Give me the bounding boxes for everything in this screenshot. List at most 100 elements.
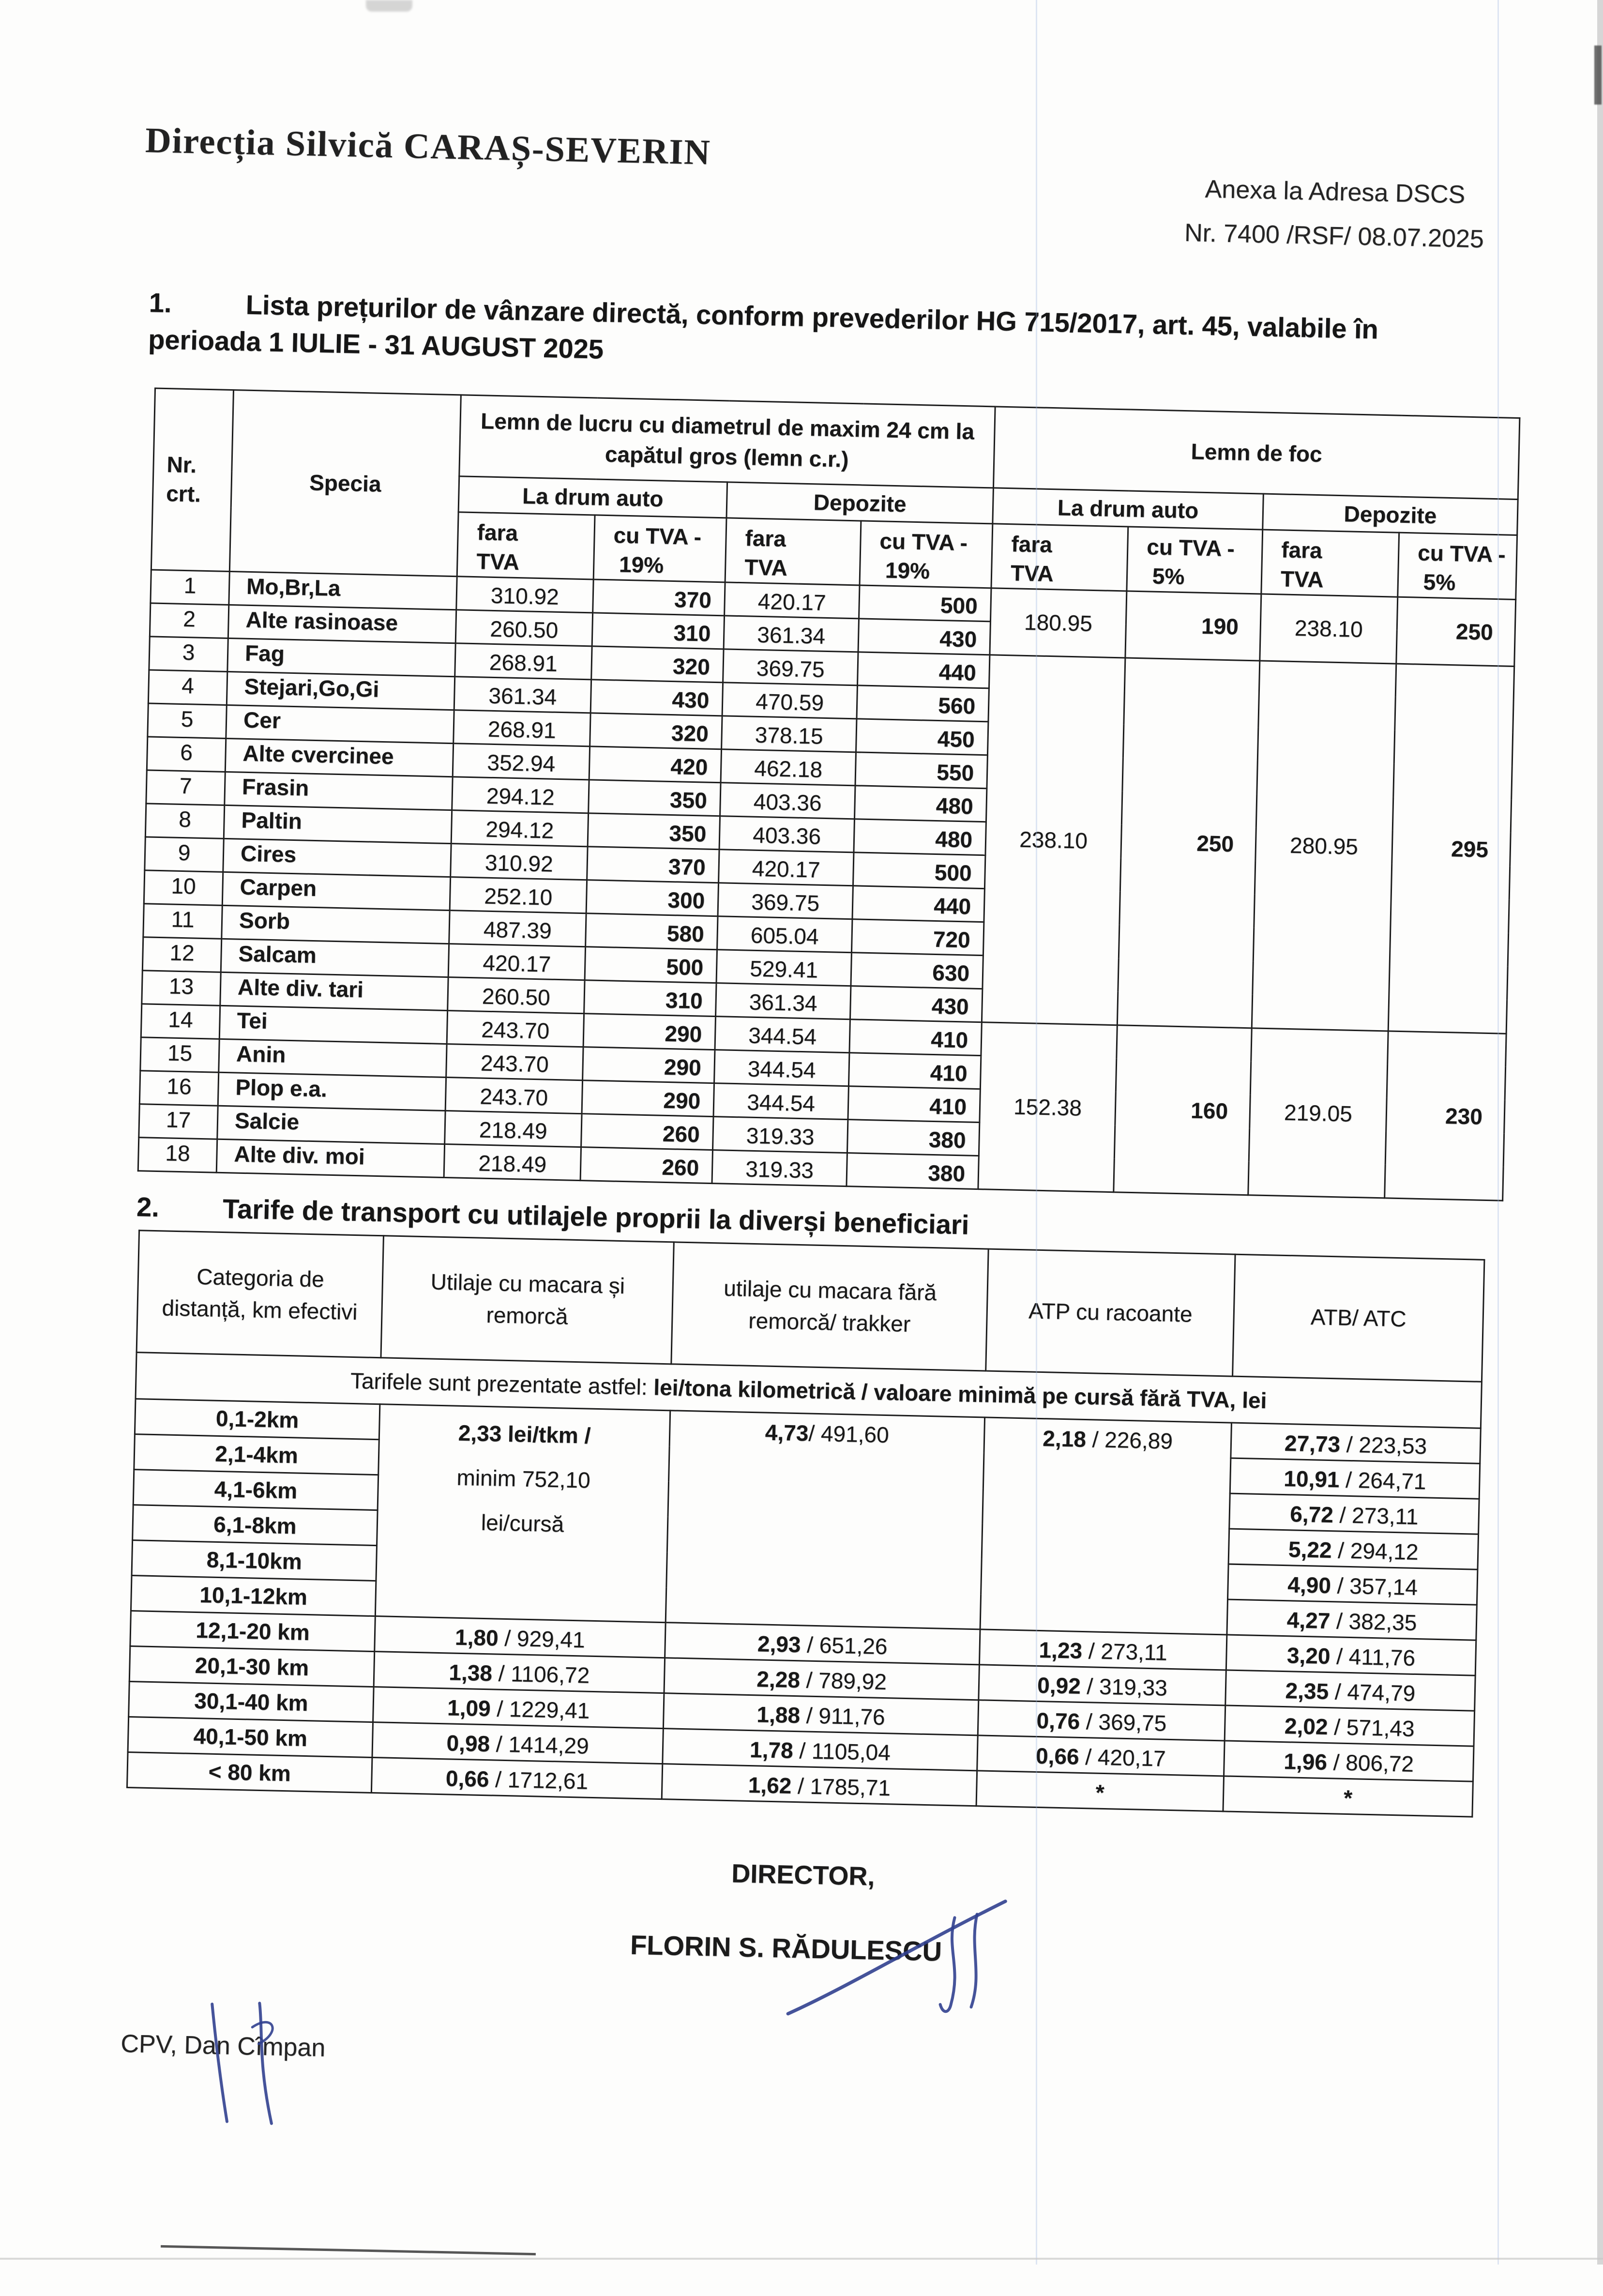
section2-title: Tarife de transport cu utilajele proprii… — [222, 1193, 969, 1240]
t1-specia-cell: Carpen — [222, 871, 451, 911]
t1-price-cell: 380 — [847, 1119, 980, 1156]
t1-price-cell: 420.17 — [718, 849, 854, 886]
scan-bottom-edge — [0, 2258, 1603, 2260]
t1-price-cell: 580 — [585, 913, 718, 950]
t1-price-cell: 470.59 — [722, 682, 858, 719]
t2-dist-cell: 4,1-6km — [133, 1469, 378, 1510]
t1-price-cell: 290 — [582, 1080, 714, 1117]
t2-dist-cell: 6,1-8km — [132, 1505, 378, 1546]
t1-header-cu-tva-5: cu TVA - 5% — [1397, 532, 1517, 600]
t1-price-cell: 344.54 — [713, 1083, 849, 1120]
t1-price-cell: 320 — [590, 713, 723, 749]
t2-value-cell: 1,38 / 1106,72 — [374, 1651, 665, 1693]
t1-header-depozite: Depozite — [726, 482, 994, 524]
t1-foc-merged-cell: 238.10 — [982, 654, 1125, 1025]
scan-edge-mark — [1594, 46, 1602, 105]
t1-specia-cell: Cires — [223, 838, 452, 877]
t1-price-cell: 403.36 — [720, 782, 856, 819]
t1-specia-cell: Stejari,Go,Gi — [227, 671, 455, 710]
t1-header-fara-tva: fara TVA — [457, 512, 595, 579]
t1-specia-cell: Salcie — [217, 1105, 446, 1144]
t1-specia-cell: Alte rasinoase — [228, 605, 456, 643]
t1-header-row-groups: Nr. crt. Specia Lemn de lucru cu diametr… — [151, 388, 1520, 577]
t1-price-cell: 290 — [582, 1047, 715, 1083]
t2-header-macara-fara-remorca: utilaje cu macara fără remorcă/ trakker — [671, 1242, 989, 1371]
t1-price-cell: 352.94 — [453, 743, 590, 780]
t1-price-cell: 410 — [848, 1052, 981, 1089]
t1-nr-cell: 17 — [138, 1104, 218, 1139]
t2-value-cell: 1,78 / 1105,04 — [662, 1728, 978, 1771]
t2-merged-macara-remorca: 2,33 lei/tkm / minim 752,10 lei/cursă — [375, 1404, 670, 1623]
t1-price-cell: 420 — [589, 746, 722, 783]
t1-nr-cell: 3 — [149, 636, 228, 672]
t1-price-cell: 500 — [853, 852, 985, 889]
t1-foc-merged-cell: 152.38 — [978, 1022, 1118, 1192]
t2-value-cell: 0,98 / 1414,29 — [372, 1722, 664, 1764]
t2-value-cell: 0,76 / 369,75 — [978, 1700, 1225, 1741]
t1-price-cell: 630 — [850, 952, 983, 989]
t1-nr-cell: 8 — [145, 803, 225, 838]
t1-price-cell: 480 — [853, 819, 986, 855]
t1-foc-merged-cell: 250 — [1117, 657, 1260, 1028]
t1-nr-cell: 15 — [140, 1037, 220, 1072]
t1-nr-cell: 13 — [141, 970, 221, 1005]
t1-price-cell: 294.12 — [451, 810, 589, 847]
t1-price-cell: 440 — [857, 652, 990, 688]
t2-dist-cell: < 80 km — [127, 1752, 372, 1793]
t2-value-cell: 1,96 / 806,72 — [1224, 1740, 1474, 1782]
t1-header-depozite: Depozite — [1262, 494, 1518, 535]
t1-foc-merged-cell: 295 — [1388, 663, 1514, 1034]
t1-specia-cell: Tei — [219, 1005, 448, 1044]
t1-price-cell: 378.15 — [721, 715, 857, 752]
t1-specia-cell: Plop e.a. — [218, 1072, 446, 1111]
t1-price-cell: 369.75 — [723, 649, 859, 685]
t1-price-cell: 260 — [581, 1113, 714, 1150]
t1-price-cell: 361.34 — [724, 615, 859, 652]
t1-header-drum-auto: La drum auto — [458, 476, 727, 518]
scan-fold-line — [1036, 0, 1037, 2265]
t1-header-fara-tva: fara TVA — [991, 523, 1128, 591]
price-list-table: Nr. crt. Specia Lemn de lucru cu diametr… — [137, 388, 1521, 1201]
t1-specia-cell: Alte cvercinee — [225, 738, 454, 777]
t1-price-cell: 350 — [588, 779, 721, 816]
t2-value-cell: * — [1223, 1776, 1473, 1817]
t1-price-cell: 310.92 — [450, 843, 588, 880]
t2-value-cell: 1,09 / 1229,41 — [373, 1687, 664, 1729]
t1-price-cell: 410 — [849, 1019, 982, 1056]
t1-specia-cell: Frasin — [224, 772, 453, 810]
t1-price-cell: 560 — [857, 685, 989, 722]
t1-nr-cell: 6 — [147, 736, 226, 772]
t1-price-cell: 243.70 — [446, 1044, 584, 1080]
t2-merged-macara-fara: 4,73/ 491,60 — [665, 1410, 985, 1629]
t2-body: Tarifele sunt prezentate astfel: lei/ton… — [127, 1352, 1482, 1817]
t2-value-cell: 0,66 / 420,17 — [977, 1735, 1225, 1776]
t2-dist-cell: 8,1-10km — [132, 1540, 377, 1581]
t2-value-cell: 27,73 / 223,53 — [1230, 1423, 1481, 1464]
t1-header-drum-auto: La drum auto — [992, 487, 1264, 530]
t2-value-cell: 0,66 / 1712,61 — [371, 1757, 663, 1799]
t2-value-cell: 1,88 / 911,76 — [663, 1693, 979, 1735]
t1-price-cell: 430 — [590, 679, 723, 716]
t1-price-cell: 500 — [859, 585, 991, 622]
t1-header-lemn-foc: Lemn de foc — [993, 406, 1520, 500]
t2-dist-cell: 10,1-12km — [131, 1575, 376, 1616]
t1-specia-cell: Anin — [218, 1038, 447, 1078]
transport-tariffs-table: Categoria de distanță, km efectivi Utila… — [126, 1230, 1485, 1817]
t1-price-cell: 319.33 — [712, 1150, 847, 1186]
t1-nr-cell: 7 — [146, 770, 226, 805]
t2-note-plain: Tarifele sunt prezentate astfel: — [350, 1368, 654, 1400]
t1-price-cell: 720 — [851, 919, 984, 956]
t1-price-cell: 370 — [587, 846, 720, 883]
t1-header-fara-tva: fara TVA — [1261, 530, 1399, 597]
section1-number: 1. — [149, 287, 172, 319]
t1-price-cell: 290 — [583, 1013, 716, 1050]
t1-price-cell: 319.33 — [712, 1116, 848, 1153]
t1-foc-merged-cell: 219.05 — [1248, 1028, 1389, 1198]
t1-header-cu-tva-5: cu TVA - 5% — [1126, 526, 1263, 594]
t2-header-distance: Categoria de distanță, km efectivi — [136, 1230, 384, 1358]
annex-reference: Anexa la Adresa DSCS Nr. 7400 /RSF/ 08.0… — [1140, 166, 1529, 262]
t2-value-cell: 5,22 / 294,12 — [1228, 1529, 1479, 1570]
t2-value-cell: 1,80 / 929,41 — [374, 1616, 666, 1658]
t1-header-specia: Specia — [229, 390, 461, 577]
